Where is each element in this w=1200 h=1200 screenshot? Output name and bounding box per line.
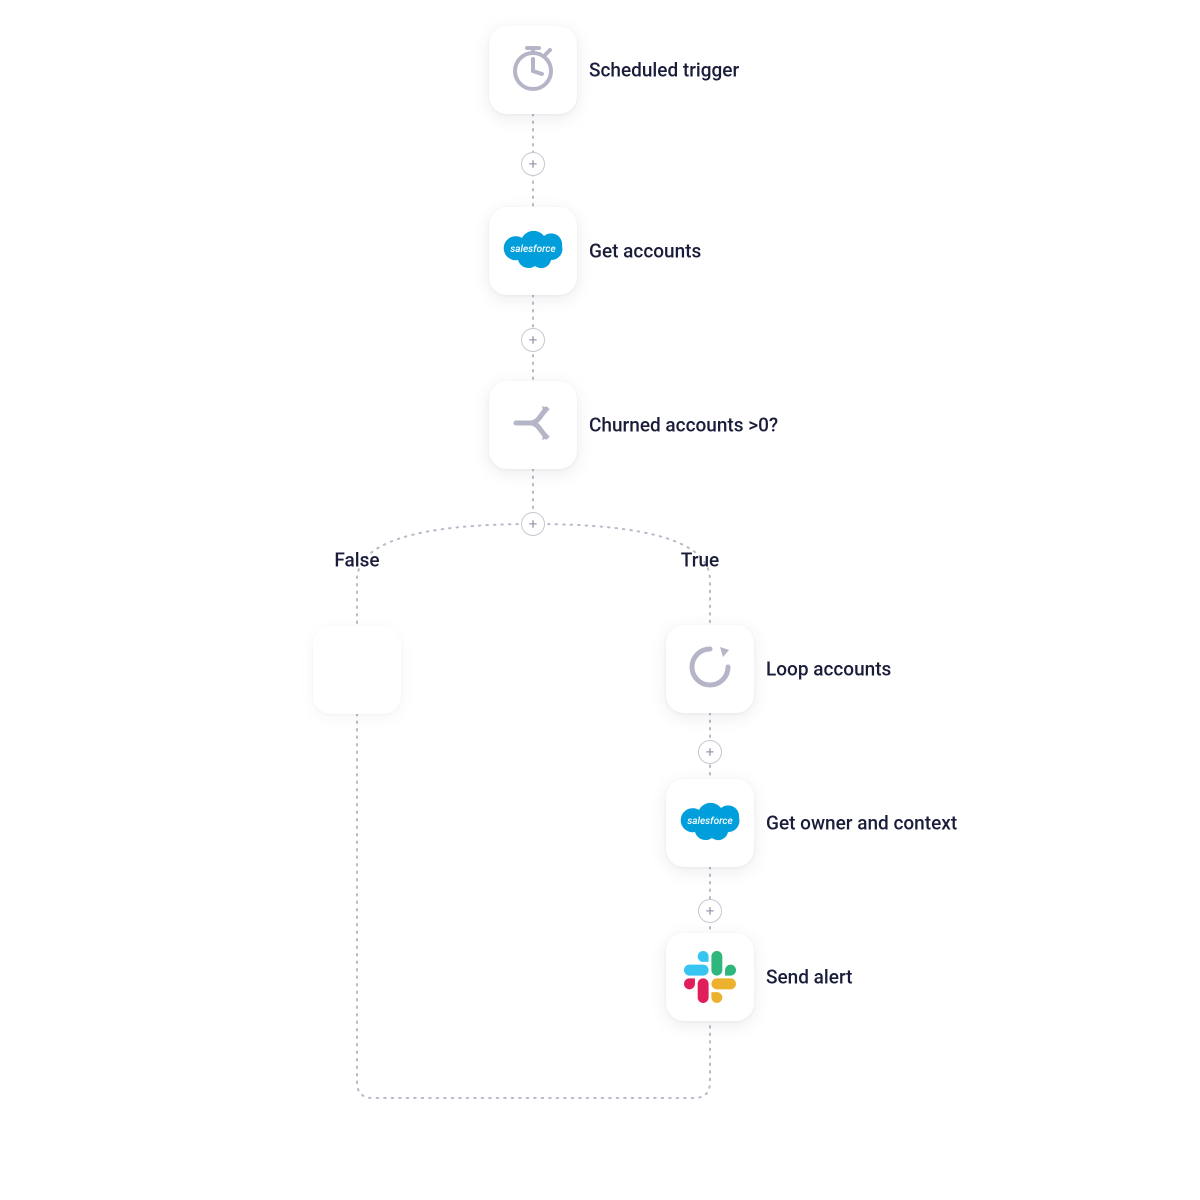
flowchart-canvas: Scheduled trigger + salesforce Get accou… [0,0,1200,1200]
loop-icon [685,642,735,696]
node-loop-accounts[interactable]: Loop accounts [666,625,754,713]
node-send-alert[interactable]: Send alert [666,933,754,1021]
node-label: Get owner and context [766,812,957,835]
split-icon [506,396,560,454]
branch-label-false: False [334,549,379,572]
slack-icon [684,951,736,1003]
branch-label-true: True [681,549,719,572]
node-get-owner[interactable]: salesforce Get owner and context [666,779,754,867]
node-label: Send alert [766,966,852,989]
add-step-button[interactable]: + [521,328,545,352]
add-step-button[interactable]: + [521,512,545,536]
add-step-button[interactable]: + [521,152,545,176]
node-label: Scheduled trigger [589,59,739,82]
connector-layer [0,0,1200,1200]
svg-text:salesforce: salesforce [687,816,732,827]
node-label: Loop accounts [766,658,891,681]
node-empty[interactable] [313,626,401,714]
node-scheduled-trigger[interactable]: Scheduled trigger [489,26,577,114]
node-label: Get accounts [589,240,701,263]
salesforce-icon: salesforce [500,226,566,276]
node-branch[interactable]: Churned accounts >0? [489,381,577,469]
node-label: Churned accounts >0? [589,414,778,437]
node-get-accounts[interactable]: salesforce Get accounts [489,207,577,295]
add-step-button[interactable]: + [698,740,722,764]
stopwatch-icon [506,41,560,99]
add-step-button[interactable]: + [698,899,722,923]
salesforce-icon: salesforce [677,798,743,848]
svg-text:salesforce: salesforce [510,244,555,255]
